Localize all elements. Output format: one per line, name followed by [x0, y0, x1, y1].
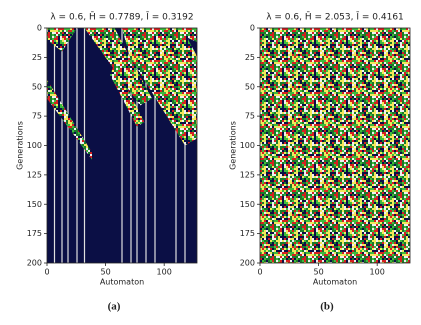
y-tick-label: 100 [27, 141, 42, 150]
ca-band [167, 28, 197, 43]
caption: (a) [108, 301, 121, 313]
y-tick-label: 50 [245, 82, 255, 91]
x-tick-label: 50 [101, 268, 111, 277]
ca-band [110, 63, 145, 127]
caption: (b) [320, 301, 334, 313]
x-tick-label: 50 [314, 268, 324, 277]
x-axis-label: Automaton [313, 278, 357, 287]
y-tick-label: 125 [27, 170, 42, 179]
ca-texture [260, 28, 410, 263]
y-tick-label: 25 [245, 53, 255, 62]
ca-band [47, 28, 77, 52]
y-axis-label: Generations [229, 121, 238, 170]
x-tick-label: 0 [44, 268, 49, 277]
plot-area: 0 50 100 0 25 50 75 100 125 150 175 200 [240, 24, 411, 277]
y-tick-label: 25 [32, 53, 42, 62]
x-tick-label: 100 [370, 268, 385, 277]
y-tick-label: 75 [32, 112, 42, 121]
ca-band [47, 79, 92, 160]
x-tick-label: 100 [157, 268, 172, 277]
y-tick-label: 175 [240, 229, 255, 238]
y-tick-label: 0 [250, 24, 255, 33]
x-axis-label: Automaton [100, 278, 144, 287]
ca-band [84, 28, 152, 106]
ca-texture [47, 28, 197, 263]
chart-title: λ = 0.6, H̄ = 0.7789, Ī = 0.3192 [50, 11, 193, 23]
y-tick-label: 200 [27, 259, 42, 268]
plot-area: 0 50 100 0 25 50 75 100 125 150 175 200 [27, 24, 198, 277]
chart-title: λ = 0.6, H̄ = 2.053, Ī = 0.4161 [266, 11, 404, 23]
ca-band [122, 28, 197, 146]
y-tick-label: 50 [32, 82, 42, 91]
y-tick-label: 0 [37, 24, 42, 33]
y-tick-label: 150 [27, 200, 42, 209]
y-tick-label: 125 [240, 170, 255, 179]
y-axis-label: Generations [16, 121, 25, 170]
y-tick-label: 200 [240, 259, 255, 268]
y-tick-label: 150 [240, 200, 255, 209]
x-tick-label: 0 [257, 268, 262, 277]
y-tick-label: 100 [240, 141, 255, 150]
y-tick-label: 175 [27, 229, 42, 238]
y-tick-label: 75 [245, 112, 255, 121]
